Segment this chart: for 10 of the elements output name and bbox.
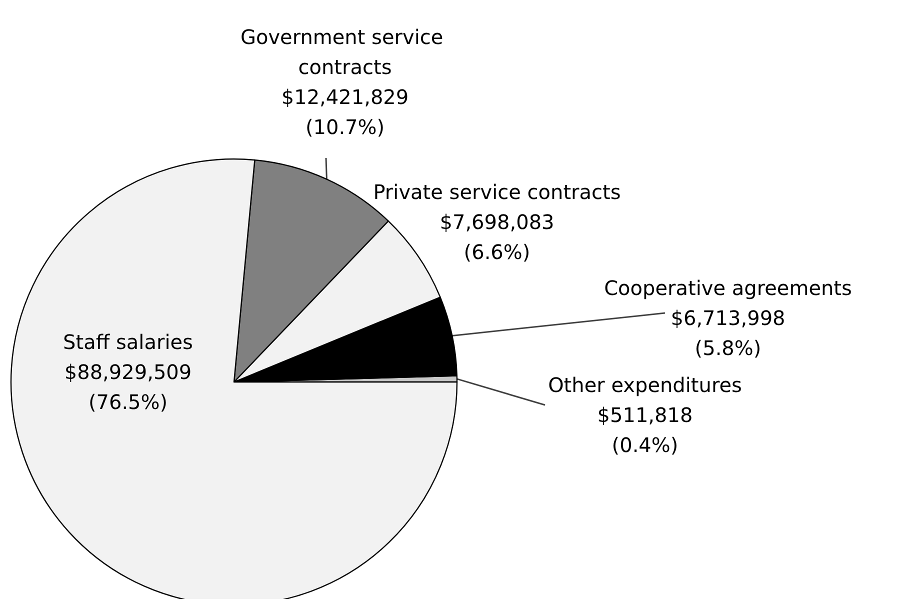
data-label: $88,929,509 (76.5%) [64,360,192,414]
data-label: $511,818 (0.4%) [597,403,693,457]
slice-label: Private service contracts [373,180,621,204]
data-label: $12,421,829 (10.7%) [281,85,409,139]
slice-label: Staff salaries [63,330,193,354]
slice-label: Other expenditures [548,373,742,397]
slice-label: Cooperative agreements [604,276,852,300]
data-label: $6,713,998 (5.8%) [670,306,786,360]
data-label: $7,698,083 (6.6%) [440,210,554,264]
slice-label: Government service contracts [240,25,450,79]
